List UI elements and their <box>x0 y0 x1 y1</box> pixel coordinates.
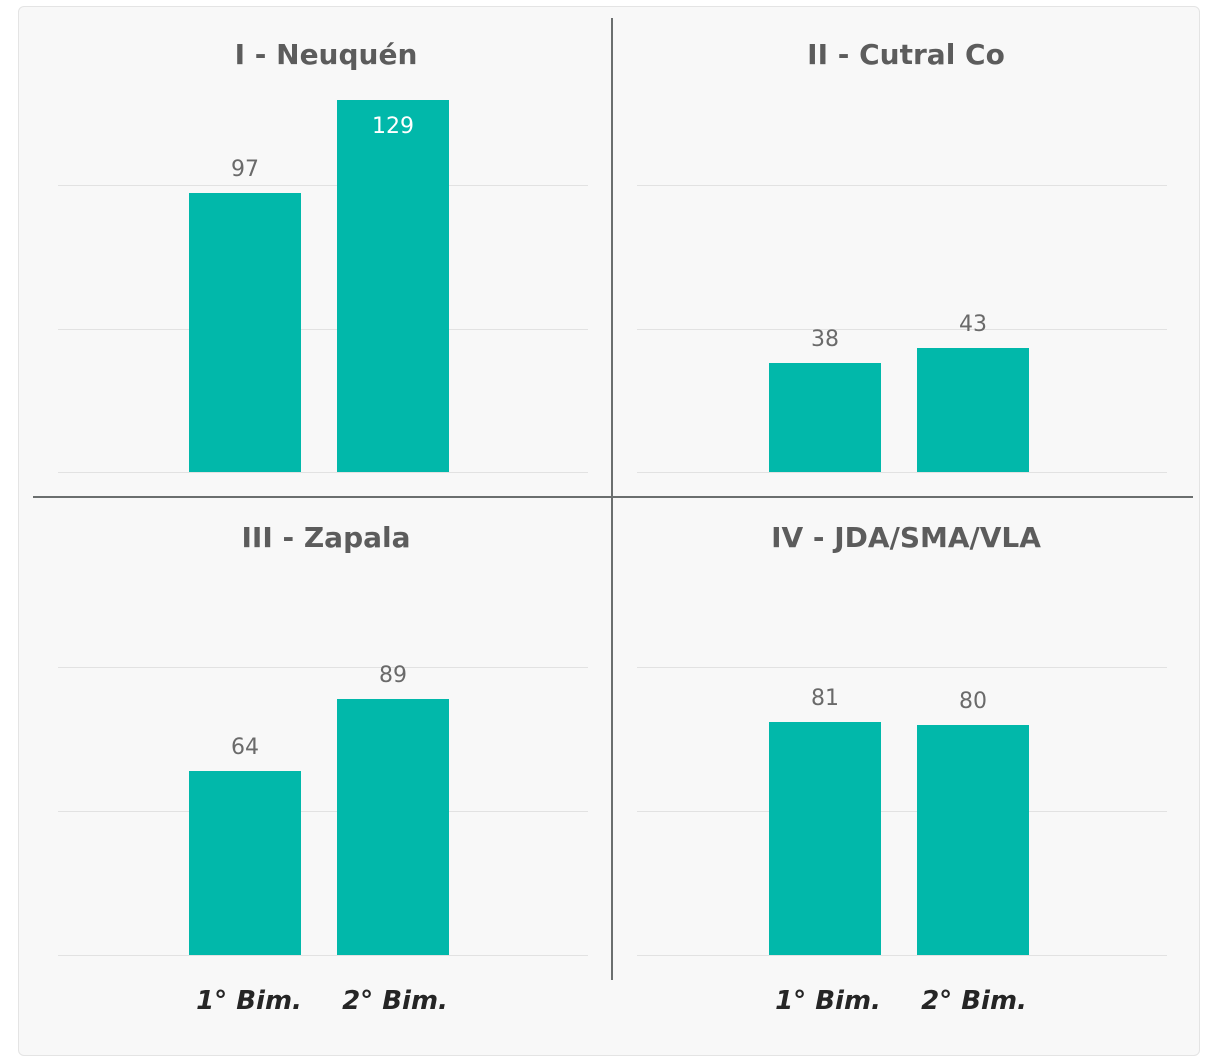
panel-title: II - Cutral Co <box>807 38 1005 71</box>
gridline <box>637 185 1167 186</box>
horizontal-divider <box>33 496 1193 498</box>
gridline <box>637 667 1167 668</box>
bar <box>769 721 881 955</box>
gridline <box>58 811 588 812</box>
data-label: 38 <box>811 326 839 352</box>
bar <box>337 698 449 955</box>
gridline <box>58 185 588 186</box>
bar <box>337 100 449 472</box>
gridline <box>58 955 588 956</box>
data-label: 80 <box>959 688 987 714</box>
x-tick-label: 2° Bim. <box>921 986 1027 1016</box>
gridline <box>58 472 588 473</box>
data-label: 129 <box>372 114 414 140</box>
gridline <box>58 329 588 330</box>
bar <box>769 362 881 472</box>
bar <box>917 724 1029 955</box>
gridline <box>637 811 1167 812</box>
gridline <box>637 955 1167 956</box>
data-label: 43 <box>959 312 987 338</box>
bar <box>189 192 301 472</box>
gridline <box>637 329 1167 330</box>
vertical-divider <box>611 18 613 980</box>
data-label: 81 <box>811 685 839 711</box>
x-tick-label: 1° Bim. <box>196 986 302 1016</box>
panel-title: IV - JDA/SMA/VLA <box>771 521 1041 554</box>
x-tick-label: 1° Bim. <box>775 986 881 1016</box>
data-label: 97 <box>231 156 259 182</box>
data-label: 89 <box>379 662 407 688</box>
bar <box>917 348 1029 472</box>
panel-title: I - Neuquén <box>234 38 418 71</box>
x-tick-label: 2° Bim. <box>342 986 448 1016</box>
gridline <box>637 472 1167 473</box>
data-label: 64 <box>231 734 259 760</box>
bar <box>189 770 301 955</box>
gridline <box>58 667 588 668</box>
panel-title: III - Zapala <box>241 521 411 554</box>
